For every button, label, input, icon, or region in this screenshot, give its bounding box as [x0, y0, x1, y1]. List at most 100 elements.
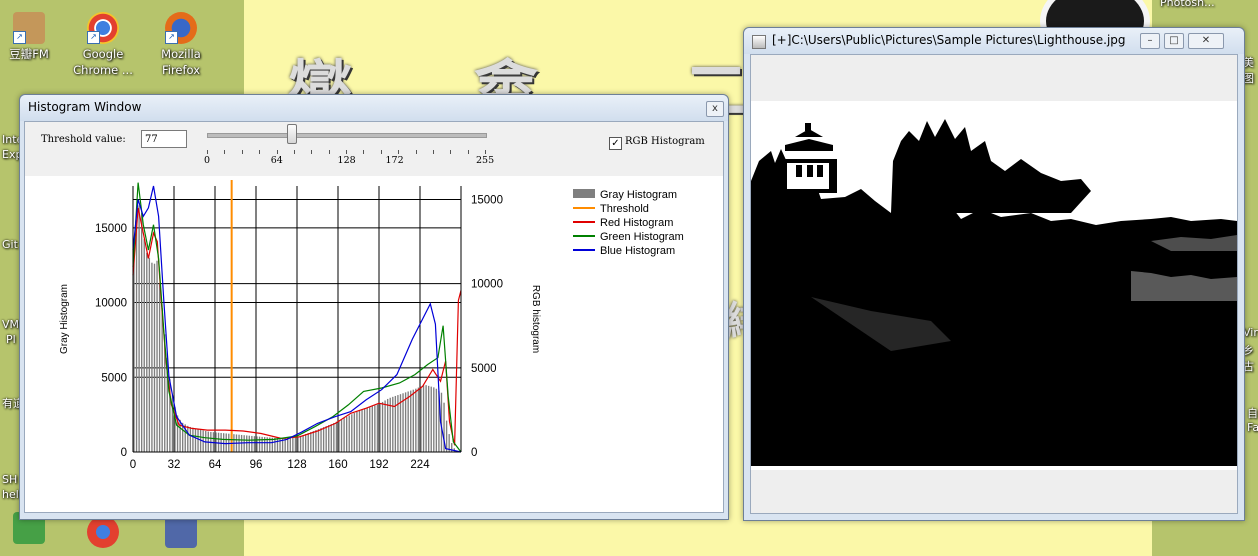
x-tick-label: 192	[369, 459, 388, 471]
gray-histogram-bar	[427, 385, 430, 452]
gray-histogram-bar	[153, 263, 156, 452]
gray-histogram-bar	[187, 425, 189, 452]
slider-tick	[450, 150, 452, 154]
gray-histogram-bar	[251, 435, 253, 452]
threshold-toolbar: Threshold value: 77 0 64 128 172 255 ✓ RGB H…	[25, 122, 723, 176]
desktop-icon-firefox[interactable]: ↗ Mozilla Firefox	[144, 12, 218, 78]
image-window-titlebar[interactable]: [+]C:\Users\Public\Pictures\Sample Pictu…	[744, 28, 1244, 54]
slider-tick	[207, 150, 208, 154]
desktop-icon-label[interactable]: 美图	[1243, 56, 1254, 85]
image-bottom-margin	[751, 470, 1237, 513]
blue-histogram-line	[132, 185, 462, 453]
gray-histogram-bar	[166, 357, 168, 452]
gray-histogram-bar	[194, 428, 197, 452]
gray-histogram-bar	[448, 434, 450, 452]
slider-tick	[293, 150, 295, 154]
close-button[interactable]: ✕	[1188, 33, 1224, 49]
desktop-icon-label[interactable]: Fa	[1247, 421, 1258, 434]
gray-histogram-bar	[374, 405, 376, 452]
gray-histogram-bar	[266, 437, 268, 452]
desktop-icon-label[interactable]: hell	[2, 488, 22, 501]
gray-histogram-bar	[443, 402, 445, 452]
slider-tick	[380, 150, 382, 154]
slider-tick	[432, 150, 434, 154]
histogram-window[interactable]: Histogram Window x Threshold value: 77 0…	[19, 94, 729, 520]
x-tick-label: 32	[168, 459, 181, 471]
maximize-button[interactable]: □	[1164, 33, 1184, 49]
threshold-slider[interactable]	[207, 133, 487, 138]
threshold-slider-thumb[interactable]	[286, 124, 297, 144]
green-histogram-line	[132, 182, 462, 453]
y-tick-label: 0	[121, 447, 127, 459]
gray-histogram-bar	[263, 437, 266, 452]
y-axis-label: Gray Histogram	[59, 284, 70, 354]
gray-histogram-bar	[174, 407, 176, 452]
gray-histogram-bar	[243, 435, 245, 452]
slider-tick	[224, 150, 226, 154]
desktop-icon-label: Mozilla Firefox	[161, 47, 201, 77]
gray-histogram-bar	[217, 432, 220, 452]
minimize-button[interactable]: –	[1140, 33, 1160, 49]
gray-histogram-bar	[248, 435, 250, 452]
gray-histogram-bar	[415, 388, 417, 452]
legend-label: Green Histogram	[600, 231, 684, 243]
gray-histogram-bar	[381, 401, 384, 452]
image-window[interactable]: [+]C:\Users\Public\Pictures\Sample Pictu…	[743, 27, 1245, 521]
rgb-histogram-label[interactable]: RGB Histogram	[625, 136, 705, 147]
gray-histogram-bar	[289, 437, 291, 452]
slider-tick	[363, 150, 365, 154]
desktop-icon-label[interactable]: Inte	[2, 133, 24, 146]
gray-histogram-bar	[284, 438, 286, 452]
app-icon	[165, 516, 197, 548]
gray-histogram-bar	[394, 395, 397, 452]
gray-histogram-bar	[287, 438, 289, 452]
gray-histogram-bar	[302, 435, 304, 452]
desktop-icon-label[interactable]: Git	[2, 238, 18, 251]
gray-histogram-bar	[328, 425, 330, 452]
desktop-icon-label[interactable]: 有道	[2, 397, 24, 410]
gray-histogram-bar	[384, 400, 386, 452]
desktop-icon-chrome[interactable]: ↗ Google Chrome ...	[66, 12, 140, 78]
desktop-icon-label[interactable]: 自	[1247, 407, 1258, 420]
gray-histogram-bar	[433, 387, 435, 452]
gray-histogram-bar	[222, 433, 225, 452]
gray-histogram-bar	[317, 429, 320, 452]
gray-histogram-bar	[404, 392, 407, 452]
y2-tick-label: 0	[471, 447, 477, 459]
gray-histogram-bar	[294, 436, 297, 452]
gray-histogram-bar	[171, 395, 174, 452]
gray-histogram-bar	[335, 421, 338, 452]
gray-histogram-bar	[420, 386, 422, 452]
slider-tick-label: 0	[204, 155, 211, 166]
desktop-icon-label[interactable]: Exp	[2, 148, 23, 161]
desktop-icon-label[interactable]: 乡古	[1243, 344, 1254, 373]
gray-histogram-bar	[348, 415, 350, 452]
rgb-histogram-checkbox[interactable]: ✓	[609, 137, 622, 150]
desktop-icon-label[interactable]: Photosh...	[1160, 0, 1215, 9]
slider-tick-label: 64	[270, 155, 283, 166]
threshold-input[interactable]: 77	[141, 130, 187, 148]
desktop-icon-doubanfm[interactable]: ↗ 豆瓣FM	[0, 12, 66, 62]
gray-histogram-bar	[276, 438, 279, 452]
threshold-label: Threshold value:	[41, 134, 126, 145]
desktop-icon-label[interactable]: SH	[2, 473, 18, 486]
close-button[interactable]: x	[706, 101, 724, 117]
gray-histogram-bar	[366, 407, 368, 452]
gray-histogram-bar	[445, 420, 448, 452]
x-tick-label: 160	[328, 459, 347, 471]
gray-histogram-bar	[156, 260, 158, 452]
legend-label: Blue Histogram	[600, 245, 675, 257]
desktop-icon-partial[interactable]	[144, 516, 218, 550]
desktop-icon-label[interactable]: VM	[2, 318, 20, 331]
histogram-client: Threshold value: 77 0 64 128 172 255 ✓ RGB H…	[24, 121, 724, 513]
desktop-icon-label[interactable]: Pl	[6, 333, 16, 346]
histogram-window-titlebar[interactable]: Histogram Window x	[20, 95, 728, 121]
slider-tick	[276, 150, 278, 154]
gray-histogram-bar	[169, 378, 171, 452]
desktop-icon-label[interactable]: Vir	[1243, 326, 1258, 339]
slider-tick	[241, 150, 243, 154]
desktop-icon-partial[interactable]	[66, 516, 140, 550]
gray-histogram-bar	[430, 386, 432, 452]
window-title: Histogram Window	[28, 100, 142, 114]
gray-histogram-bar	[269, 437, 271, 452]
